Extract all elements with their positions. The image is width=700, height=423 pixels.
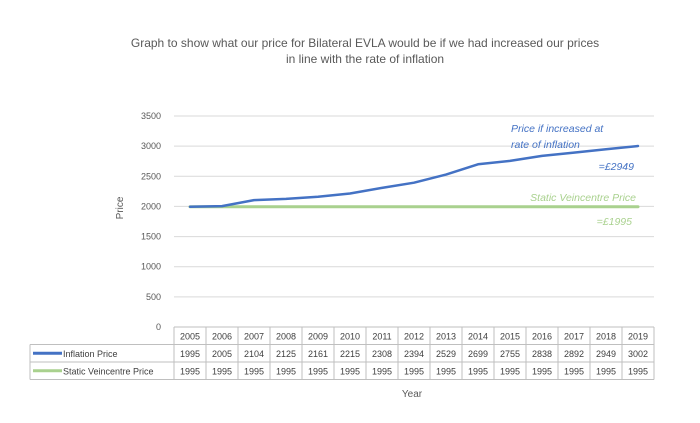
data-table-value: 1995 (628, 367, 648, 377)
x-tick-label: 2015 (500, 332, 520, 342)
data-table-value: 2005 (212, 349, 232, 359)
x-tick-label: 2008 (276, 332, 296, 342)
data-table-value: 1995 (180, 349, 200, 359)
y-axis-title: Price (115, 196, 126, 219)
data-table-value: 3002 (628, 349, 648, 359)
data-table-value: 1995 (212, 367, 232, 377)
x-tick-label: 2019 (628, 332, 648, 342)
x-axis-title: Year (402, 389, 423, 400)
annotation-static-value: =£1995 (597, 216, 632, 228)
x-tick-label: 2005 (180, 332, 200, 342)
data-table-value: 2838 (532, 349, 552, 359)
x-tick-label: 2017 (564, 332, 584, 342)
y-tick-label: 500 (146, 292, 161, 302)
data-table-value: 1995 (500, 367, 520, 377)
y-tick-label: 2500 (141, 171, 161, 181)
data-table-value: 2308 (372, 349, 392, 359)
data-table-value: 1995 (564, 367, 584, 377)
data-table-value: 1995 (596, 367, 616, 377)
x-tick-label: 2011 (372, 332, 391, 342)
y-tick-label: 2000 (141, 201, 161, 211)
x-tick-label: 2010 (340, 332, 360, 342)
y-tick-label: 1000 (141, 262, 161, 272)
data-table-value: 1995 (244, 367, 264, 377)
data-table-value: 2892 (564, 349, 584, 359)
x-tick-label: 2013 (436, 332, 456, 342)
x-tick-label: 2007 (244, 332, 264, 342)
data-table-value: 1995 (180, 367, 200, 377)
data-table-value: 2949 (596, 349, 616, 359)
x-tick-label: 2009 (308, 332, 328, 342)
legend-entry: Static Veincentre Price (63, 367, 154, 377)
annotation-inflation-line-2: rate of inflation (511, 139, 580, 151)
series-line-inflation-price (188, 144, 640, 208)
data-table-value: 1995 (436, 367, 456, 377)
x-tick-label: 2018 (596, 332, 616, 342)
y-tick-label: 3500 (141, 111, 161, 121)
data-table-value: 2161 (308, 349, 328, 359)
data-table-value: 1995 (308, 367, 328, 377)
annotation-inflation-line-1: Price if increased at (511, 123, 604, 135)
x-tick-label: 2014 (468, 332, 488, 342)
chart-title-line-2: in line with the rate of inflation (285, 52, 445, 66)
chart-title-line-1: Graph to show what our price for Bilater… (130, 36, 600, 50)
data-table-value: 2215 (340, 349, 360, 359)
data-table-value: 2529 (436, 349, 456, 359)
x-tick-label: 2006 (212, 332, 232, 342)
data-table-value: 2699 (468, 349, 488, 359)
x-tick-label: 2016 (532, 332, 552, 342)
legend-entry: Inflation Price (63, 349, 118, 359)
data-table-value: 2104 (244, 349, 264, 359)
x-tick-label: 2012 (404, 332, 424, 342)
annotation-static-line: Static Veincentre Price (530, 192, 636, 204)
y-tick-label: 3000 (141, 141, 161, 151)
y-tick-label: 1500 (141, 232, 161, 242)
chart-title: Graph to show what our price for Bilater… (100, 35, 630, 67)
data-table-value: 1995 (340, 367, 360, 377)
data-table-value: 1995 (532, 367, 552, 377)
data-table-value: 1995 (468, 367, 488, 377)
data-table-value: 2125 (276, 349, 296, 359)
data-table-value: 1995 (372, 367, 392, 377)
data-table-value: 1995 (276, 367, 296, 377)
annotation-inflation-value: =£2949 (599, 161, 634, 173)
y-tick-label: 0 (156, 322, 161, 332)
data-table-value: 1995 (404, 367, 424, 377)
data-table-value: 2755 (500, 349, 520, 359)
data-table-value: 2394 (404, 349, 424, 359)
